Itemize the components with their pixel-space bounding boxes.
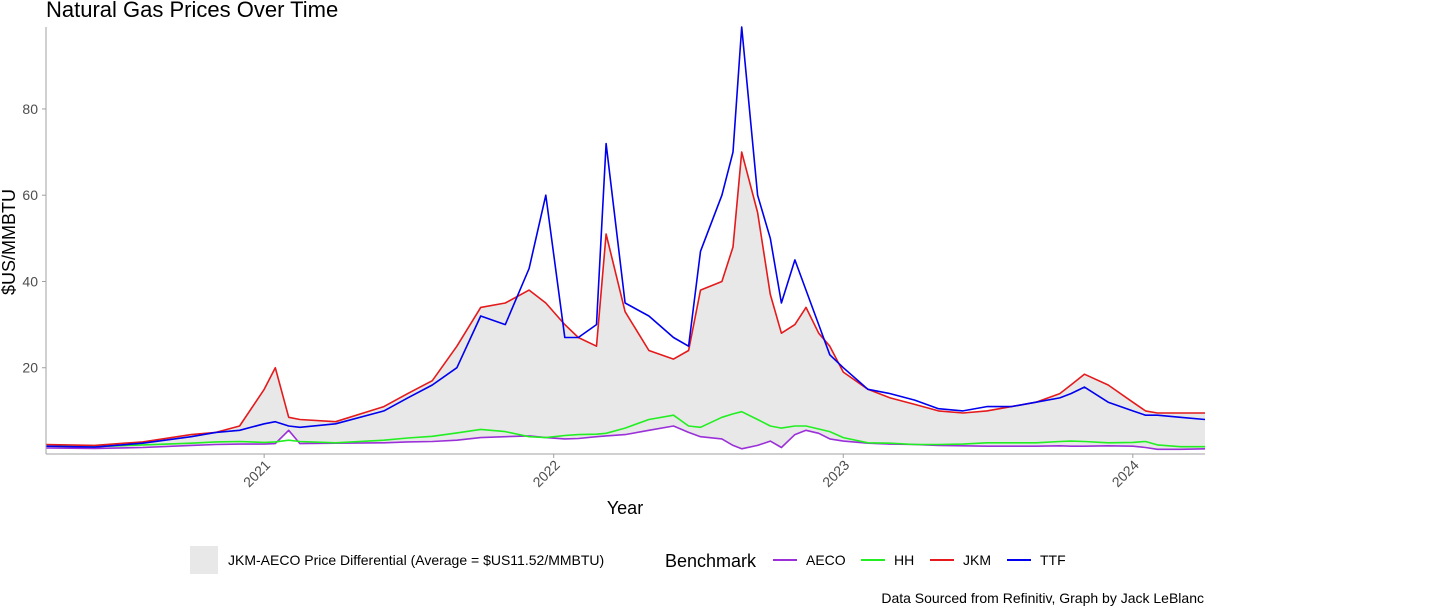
legend-series-items: AECO HH JKM TTF: [773, 552, 1066, 568]
y-tick-label: 80: [22, 101, 38, 117]
series-line-ttf: [45, 26, 1206, 448]
series-line-hh: [45, 410, 1205, 448]
y-tick-label: 20: [22, 360, 38, 376]
y-axis-title: $US/MMBTU: [0, 189, 19, 295]
x-tick-label: 2023: [819, 457, 852, 490]
legend-title: Benchmark: [665, 551, 757, 571]
legend-label-ttf: TTF: [1040, 552, 1066, 568]
x-tick-label: 2024: [1109, 457, 1142, 490]
ribbon-area: [46, 152, 1205, 450]
legend-ribbon-label: JKM-AECO Price Differential (Average = $…: [228, 552, 604, 568]
legend-label-hh: HH: [894, 552, 914, 568]
legend-ribbon-key: [190, 546, 218, 574]
legend: JKM-AECO Price Differential (Average = $…: [190, 546, 1066, 574]
x-tick-label: 2022: [529, 457, 562, 490]
x-axis-title: Year: [607, 498, 643, 518]
chart-caption: Data Sourced from Refinitiv, Graph by Ja…: [881, 590, 1204, 606]
chart-title: Natural Gas Prices Over Time: [46, 0, 338, 22]
series-lines-layer: [45, 26, 1206, 451]
ribbon-layer: [46, 152, 1205, 450]
y-tick-label: 40: [22, 273, 38, 289]
y-tick-label: 60: [22, 187, 38, 203]
series-line-aeco: [45, 425, 1206, 451]
legend-label-jkm: JKM: [963, 552, 991, 568]
x-tick-label: 2021: [240, 457, 273, 490]
legend-label-aeco: AECO: [806, 552, 846, 568]
